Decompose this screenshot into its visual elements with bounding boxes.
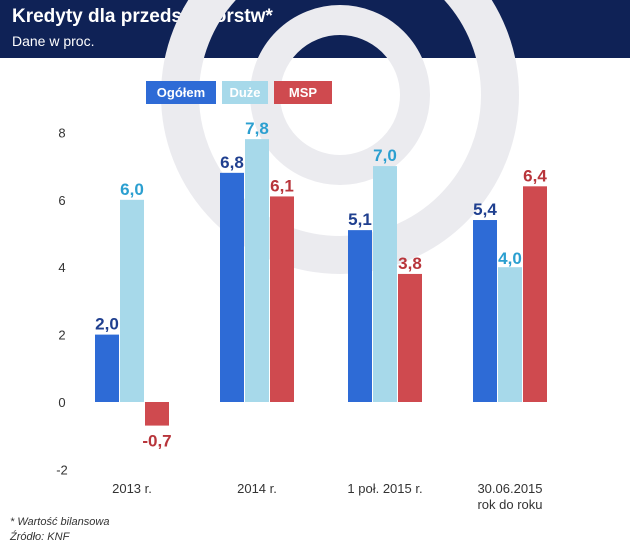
data-label: 4,0 [498,249,522,268]
data-label: 5,4 [473,200,497,219]
y-tick-label: 2 [58,328,65,343]
legend-label-1: Ogółem [157,85,205,100]
legend-swatch-3 [274,81,332,104]
y-axis: 8 6 4 2 0 -2 [56,125,68,477]
data-label: 2,0 [95,315,119,334]
data-label: 3,8 [398,254,422,273]
bar [523,186,547,402]
bar [398,273,422,402]
data-label: 6,0 [120,180,144,199]
legend: Ogółem Duże MSP [146,81,332,104]
footnote-source: Źródło: KNF [10,531,70,543]
data-label: 7,8 [245,119,269,138]
legend-label-2: Duże [229,85,260,100]
x-category-label: 2014 r. [237,481,277,496]
bar [498,267,522,402]
x-category-label: 1 poł. 2015 r. [347,481,422,496]
bar [270,196,294,402]
x-category-label: 30.06.2015 rok do roku [477,481,542,512]
bar [245,139,269,402]
bar [473,220,497,402]
legend-label-3: MSP [289,85,318,100]
bar [145,402,169,426]
footnote-note: * Wartość bilansowa [10,516,110,528]
data-label: 6,1 [270,176,294,195]
footnote: * Wartość bilansowa Źródło: KNF [10,515,109,545]
x-category-label-line: rok do roku [477,497,542,512]
chart-subtitle: Dane w proc. [12,33,95,49]
y-tick-label: 8 [58,125,65,140]
y-tick-label: 6 [58,193,65,208]
x-category-label-line: 30.06.2015 [477,481,542,496]
y-tick-label: 0 [58,395,65,410]
data-labels: 2,0 6,8 5,1 5,4 6,0 7,8 7,0 4,0 -0,7 6,1 3,8 6,4 [95,119,547,450]
data-label: 6,8 [220,153,244,172]
x-category-label-line: 2013 r. [112,481,152,496]
bar [373,166,397,402]
bar [348,230,372,402]
x-category-label: 2013 r. [112,481,152,496]
y-tick-label: -2 [56,462,68,477]
y-tick-label: 4 [58,260,65,275]
bar [120,199,144,402]
x-category-label-line: 2014 r. [237,481,277,496]
x-category-label-line: 1 poł. 2015 r. [347,481,422,496]
data-label: 7,0 [373,146,397,165]
data-label: -0,7 [142,432,171,451]
legend-swatch-2 [222,81,268,104]
bar [95,334,119,402]
bars [95,139,547,426]
x-axis: 2013 r. 2014 r. 1 poł. 2015 r. 30.06.2015 ro… [112,481,542,512]
data-label: 6,4 [523,166,547,185]
bar [220,172,244,402]
legend-swatch-1 [146,81,216,104]
data-label: 5,1 [348,210,372,229]
